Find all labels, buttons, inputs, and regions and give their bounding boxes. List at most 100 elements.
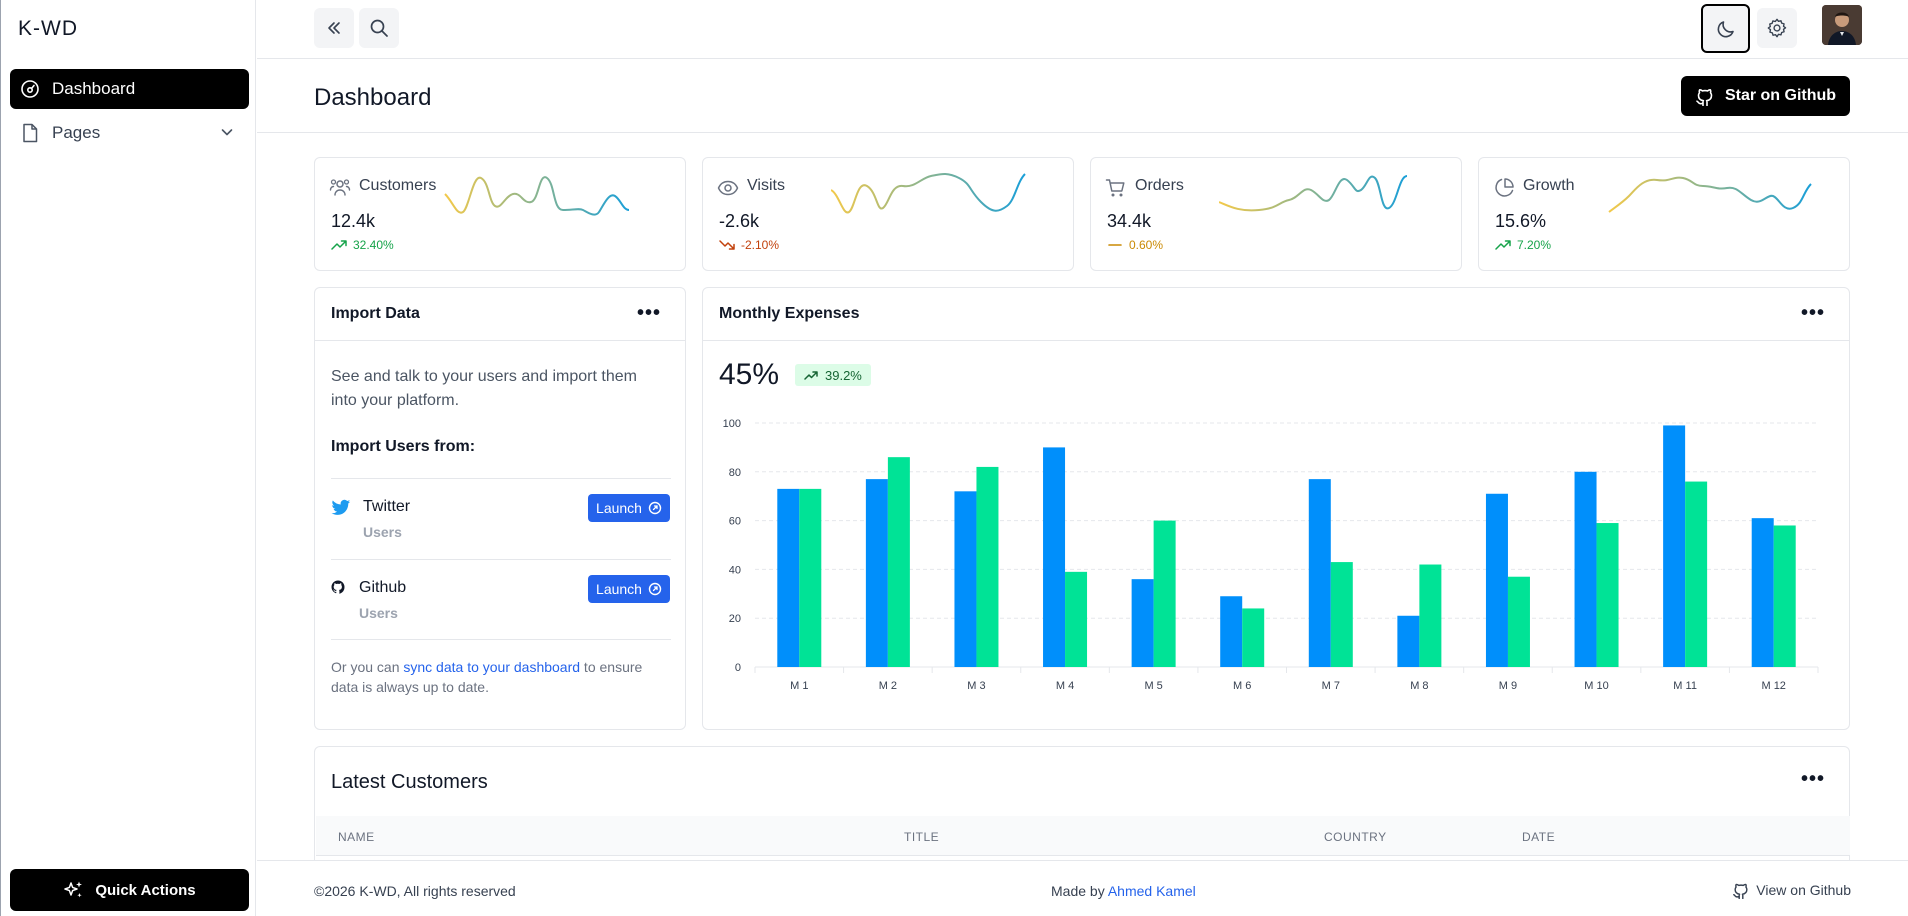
stat-value: -2.6k: [719, 211, 760, 231]
x-tick-label: M 9: [1499, 680, 1517, 692]
trending-up-icon: [331, 240, 347, 250]
y-tick-label: 20: [729, 613, 741, 625]
view-on-github-link[interactable]: View on Github: [1732, 881, 1851, 899]
table-header: NAME TITLE COUNTRY DATE: [316, 816, 1850, 856]
bar-series-b: [976, 466, 999, 667]
footer: ©2026 K-WD, All rights reserved Made by …: [257, 860, 1908, 916]
minus-icon: [1108, 244, 1122, 246]
quick-actions-button[interactable]: Quick Actions: [10, 869, 249, 911]
eye-icon: [717, 177, 739, 204]
x-tick-label: M 6: [1233, 680, 1251, 692]
stat-change: 7.20%: [1495, 238, 1551, 252]
column-header-name[interactable]: NAME: [338, 830, 375, 844]
bar-series-b: [1330, 562, 1353, 667]
expenses-change-badge: 39.2%: [795, 364, 871, 386]
sidebar: K-WD Dashboard Pages Quick Actions: [0, 0, 256, 916]
note-text: Or you can: [331, 659, 404, 675]
bar-series-a: [1663, 425, 1686, 667]
column-header-title[interactable]: TITLE: [904, 830, 940, 844]
search-icon: [370, 19, 388, 37]
stat-label: Growth: [1523, 177, 1575, 194]
stat-value: 12.4k: [331, 211, 376, 231]
collapse-sidebar-button[interactable]: [314, 8, 354, 48]
stat-card-customers: Customers 12.4k 32.40%: [314, 157, 686, 271]
sparkline-chart: [831, 173, 1026, 214]
github-launch-button[interactable]: Launch: [588, 575, 670, 603]
x-tick-label: M 8: [1410, 680, 1428, 692]
sparkline-chart: [444, 176, 630, 216]
document-icon: [20, 123, 40, 143]
stat-value: 34.4k: [1107, 211, 1152, 231]
stat-change-value: 7.20%: [1517, 238, 1552, 252]
sparkline-chart: [1608, 176, 1812, 213]
bar-series-a: [865, 479, 888, 667]
theme-toggle-button[interactable]: [1701, 4, 1750, 53]
source-name: Github: [359, 579, 407, 596]
twitter-icon: [331, 499, 351, 522]
source-sub: Users: [363, 524, 402, 540]
github-icon: [331, 580, 345, 601]
star-on-github-button[interactable]: Star on Github: [1681, 76, 1850, 116]
trending-down-icon: [719, 240, 735, 250]
stat-change-value: 32.40%: [353, 238, 394, 252]
more-options-icon[interactable]: •••: [636, 302, 661, 324]
x-tick-label: M 2: [879, 680, 897, 692]
column-header-country[interactable]: COUNTRY: [1324, 830, 1387, 844]
x-tick-label: M 7: [1322, 680, 1340, 692]
bar-series-b: [1507, 576, 1530, 667]
bar-series-b: [1153, 520, 1176, 667]
moon-icon: [1717, 20, 1734, 37]
stat-change-value: 0.60%: [1129, 238, 1164, 252]
brand-logo[interactable]: K-WD: [18, 17, 78, 40]
stat-change: 0.60%: [1107, 238, 1163, 252]
sync-data-link[interactable]: sync data to your dashboard: [403, 659, 581, 675]
twitter-launch-button[interactable]: Launch: [588, 494, 670, 522]
card-title: Monthly Expenses: [719, 305, 860, 322]
source-name: Twitter: [363, 498, 411, 515]
more-options-icon[interactable]: •••: [1800, 768, 1825, 790]
bar-series-b: [1065, 571, 1088, 667]
bar-series-b: [1773, 525, 1796, 667]
x-tick-label: M 10: [1584, 680, 1608, 692]
y-tick-label: 40: [729, 564, 741, 576]
chevron-down-icon[interactable]: [219, 124, 235, 145]
card-title: Import Data: [331, 305, 420, 322]
sidebar-item-label: Pages: [52, 123, 101, 142]
x-tick-label: M 4: [1056, 680, 1074, 692]
search-button[interactable]: [359, 8, 399, 48]
bar-series-b: [1419, 564, 1442, 667]
more-options-icon[interactable]: •••: [1800, 302, 1825, 324]
author-link[interactable]: Ahmed Kamel: [1107, 883, 1196, 899]
sparkline-chart: [1219, 175, 1408, 212]
column-header-date[interactable]: DATE: [1522, 830, 1556, 844]
stat-change: -2.10%: [719, 238, 779, 252]
card-title: Latest Customers: [331, 771, 488, 793]
launch-label: Launch: [596, 500, 642, 516]
double-chevron-left-icon: [328, 22, 340, 34]
github-icon: [1696, 89, 1713, 106]
badge-value: 39.2%: [825, 367, 862, 383]
sidebar-item-label: Dashboard: [52, 79, 136, 98]
monthly-expenses-bar-chart: 0 20 40 60 80 100 M 1 M 2 M 3 M 4 M 5 M 6 M 7 M 8 M 9 M…: [723, 418, 1819, 692]
x-tick-label: M 5: [1144, 680, 1162, 692]
expenses-percentage: 45%: [719, 358, 780, 391]
sidebar-item-pages[interactable]: Pages: [10, 113, 249, 153]
y-tick-label: 80: [729, 467, 741, 479]
sidebar-item-dashboard[interactable]: Dashboard: [10, 69, 249, 109]
users-icon: [329, 177, 351, 204]
stat-card-orders: Orders 34.4k 0.60%: [1090, 157, 1462, 271]
stat-card-visits: Visits -2.6k -2.10%: [702, 157, 1074, 271]
stat-change: 32.40%: [331, 238, 394, 252]
quick-actions-label: Quick Actions: [95, 881, 196, 899]
bar-series-b: [799, 488, 822, 667]
import-description: See and talk to your users and import th…: [331, 368, 637, 409]
pie-chart-icon: [1493, 177, 1515, 204]
github-icon: [1733, 883, 1748, 899]
made-by-prefix: Made by: [1051, 883, 1108, 899]
y-tick-label: 0: [735, 662, 741, 674]
user-avatar[interactable]: [1822, 5, 1862, 45]
stat-change-value: -2.10%: [741, 238, 780, 252]
import-subtitle: Import Users from:: [331, 438, 476, 455]
settings-button[interactable]: [1757, 8, 1797, 48]
x-tick-label: M 11: [1673, 680, 1697, 692]
